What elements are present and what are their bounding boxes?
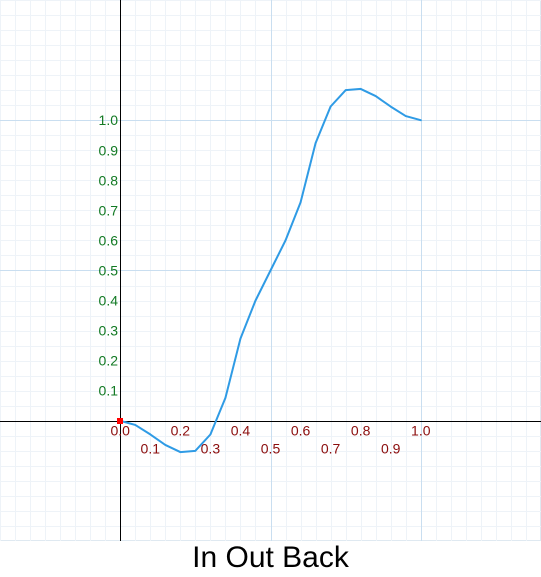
y-tick-label: 0.5 (99, 263, 119, 279)
tick-labels: 0.0 0.1 0.2 0.3 0.4 0.5 0.6 0.7 0.8 0.9 1.0 0.1 0.2 0… (99, 112, 431, 456)
series-point (419, 119, 422, 122)
series-point (179, 451, 182, 453)
y-tick-label: 0.8 (99, 172, 119, 188)
y-tick-label: 0.2 (99, 353, 119, 369)
x-tick-label: 0.1 (141, 441, 161, 457)
series-point (134, 424, 137, 426)
series-point (164, 444, 167, 446)
chart-svg: 0.0 0.1 0.2 0.3 0.4 0.5 0.6 0.7 0.8 0.9 1.0 0.1 0.2 0… (0, 0, 541, 541)
x-tick-label: 0.0 (110, 423, 130, 439)
series-point (389, 105, 392, 108)
x-tick-label: 0.9 (381, 441, 401, 457)
y-tick-label: 0.7 (99, 202, 119, 218)
x-tick-label: 0.8 (351, 423, 371, 439)
y-tick-label: 0.1 (99, 383, 119, 399)
series-point (239, 337, 242, 340)
x-tick-label: 1.0 (411, 423, 431, 439)
plot-area: 0.0 0.1 0.2 0.3 0.4 0.5 0.6 0.7 0.8 0.9 1.0 0.1 0.2 0… (0, 0, 541, 541)
series-point (194, 450, 197, 452)
series-layer (117, 87, 422, 454)
series-point (404, 115, 407, 117)
grid-lines (0, 0, 541, 541)
chart-title: In Out Back (192, 541, 349, 574)
series-point (359, 88, 362, 90)
series-point (254, 299, 257, 302)
series-point (209, 433, 212, 436)
x-tick-label: 0.4 (231, 423, 251, 439)
series-point (224, 397, 227, 399)
series-point (284, 239, 287, 242)
series-point (269, 269, 272, 272)
y-tick-label: 0.3 (99, 323, 119, 339)
y-tick-label: 1.0 (99, 112, 119, 128)
series-point (299, 201, 302, 204)
origin-marker (117, 418, 123, 424)
x-tick-label: 0.2 (171, 423, 191, 439)
x-tick-label: 0.3 (201, 441, 221, 457)
x-tick-label: 0.7 (321, 441, 341, 457)
series-point (344, 89, 347, 91)
series-point (314, 142, 317, 144)
y-tick-label: 0.6 (99, 232, 119, 248)
series-point (149, 433, 152, 436)
x-tick-label: 0.6 (291, 423, 311, 439)
axes (0, 0, 541, 541)
x-tick-label: 0.5 (261, 441, 281, 457)
y-tick-label: 0.4 (99, 293, 119, 309)
y-tick-label: 0.9 (99, 142, 119, 158)
series-point (329, 105, 332, 108)
series-point (374, 95, 377, 97)
